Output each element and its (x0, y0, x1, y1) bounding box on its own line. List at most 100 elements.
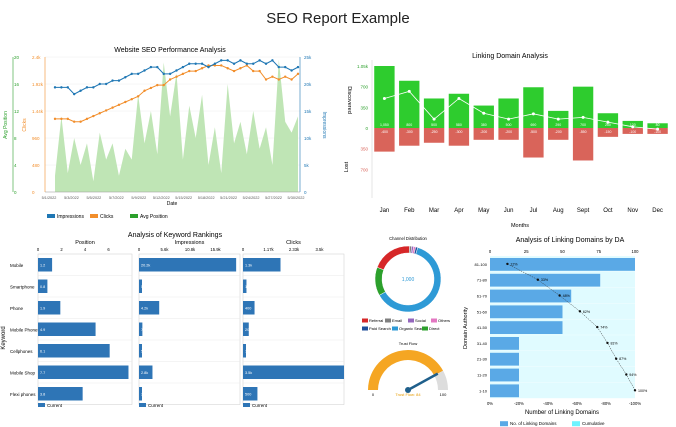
cumulative-label: 87% (619, 357, 627, 361)
da-bar (490, 258, 635, 271)
keyword-bar (38, 322, 96, 336)
avg-position-point (156, 65, 159, 69)
legend-label: Current (148, 403, 164, 408)
keyword-bar (243, 258, 281, 272)
clicks-point (79, 120, 82, 123)
clicks-point (168, 78, 172, 81)
x-top-tick-label: 0 (489, 249, 492, 254)
avg-position-point (271, 59, 274, 62)
lost-data-label: -200 (555, 130, 562, 134)
keyword-bar (38, 279, 48, 293)
y3-axis-label: Impressions (321, 112, 327, 139)
panel-frame (242, 253, 345, 405)
avg-position-point (252, 62, 255, 65)
da-bar (490, 352, 519, 366)
donut-slice (376, 245, 410, 271)
panel-title: Position (75, 240, 95, 246)
avg-position-point (111, 79, 114, 82)
clicks-point (290, 78, 293, 81)
lost-data-label: -250 (431, 130, 438, 134)
y1-tick-label: 4 (14, 163, 17, 168)
clicks-point (213, 64, 217, 67)
y3-tick-label: 10k (304, 136, 312, 141)
keyword-bar (38, 301, 61, 315)
da-bar (490, 273, 601, 287)
x-tick-label: Jan (380, 208, 390, 214)
avg-position-point (290, 69, 293, 72)
x-tick-label: 5/5/2022 (87, 196, 102, 200)
lost-bar (647, 128, 668, 134)
avg-position-point (117, 79, 121, 82)
legend-swatch (572, 421, 580, 427)
legend-swatch (408, 318, 414, 323)
gauge-max-label: 100 (440, 392, 447, 397)
keyword-data-label: 0.8 (40, 285, 45, 289)
keyword-data-label: 2.8k (141, 371, 148, 375)
avg-position-point (181, 65, 185, 69)
keyword-bar (38, 365, 129, 379)
x-bottom-tick-label: 0% (487, 401, 493, 406)
x-tick-label: 5/7/2022 (109, 196, 124, 200)
y1-axis-label: Avg Position (3, 111, 9, 139)
keyword-bar (243, 344, 246, 358)
keyword-data-label: 100 (245, 349, 251, 353)
impressions-area (55, 59, 298, 193)
x-top-tick-label: 25 (524, 249, 529, 254)
x-bottom-tick-label: -40% (543, 401, 553, 406)
net-point (631, 125, 635, 129)
discovered-bar (647, 123, 668, 128)
category-label: 51-60 (477, 309, 488, 314)
avg-position-point (175, 69, 178, 72)
legend-label: Paid Search (369, 326, 391, 331)
discovered-data-label: 80 (656, 123, 660, 127)
keyword-data-label: 7.7 (40, 371, 45, 375)
lost-data-label: -300 (455, 130, 462, 134)
lost-bar (622, 128, 643, 134)
y-axis-label: Keyword (1, 326, 7, 349)
legend-label: Email (392, 318, 402, 323)
keyword-data-label: 500 (141, 349, 147, 353)
cumulative-point (536, 278, 540, 281)
panel-title: Impressions (175, 240, 205, 246)
net-point (457, 96, 461, 100)
keyword-data-label: 4.2k (141, 306, 148, 310)
discovered-data-label: 500 (506, 123, 512, 127)
panel-tick-label: 0 (37, 247, 40, 252)
y2-tick-label: 1.44k (32, 109, 44, 114)
x-top-tick-label: 50 (560, 249, 565, 254)
discovered-data-label: 800 (406, 123, 412, 127)
lost-data-label: -500 (530, 130, 537, 134)
keyword-label: Cellphones (10, 349, 33, 354)
keyword-bar (139, 344, 142, 358)
legend-swatch (385, 318, 391, 323)
avg-position-point (92, 86, 95, 89)
gauge-value-label: Trust Flow: 84 (395, 392, 421, 397)
avg-position-point (213, 62, 217, 65)
clicks-point (92, 114, 95, 118)
lost-bar (423, 128, 445, 143)
avg-position-point (264, 62, 268, 65)
keyword-data-label: 3.5k (245, 371, 252, 375)
avg-position-point (79, 89, 82, 92)
category-label: 71-80 (477, 278, 488, 283)
avg-position-point (104, 82, 108, 86)
keyword-data-label: 1.3k (245, 263, 252, 267)
avg-position-point (239, 59, 242, 62)
legend-label: Referral (369, 318, 383, 323)
y3-tick-label: 25k (304, 55, 312, 60)
avg-position-point (168, 72, 172, 76)
clicks-point (156, 83, 159, 87)
avg-position-point (60, 86, 63, 89)
legend-swatch (362, 318, 368, 323)
lost-data-label: -150 (604, 130, 611, 134)
lost-bar (448, 128, 470, 146)
clicks-point (200, 67, 204, 70)
y1-tick-label: 12 (14, 109, 20, 114)
y-tick-label: 1.05k (357, 64, 369, 69)
discovered-bar (523, 87, 544, 128)
chart-title: Linking Domain Analysis (472, 53, 548, 60)
chart-title: Trust Flow (399, 341, 418, 346)
net-point (407, 89, 411, 93)
cumulative-label: 62% (583, 310, 591, 314)
legend-swatch (47, 214, 55, 218)
